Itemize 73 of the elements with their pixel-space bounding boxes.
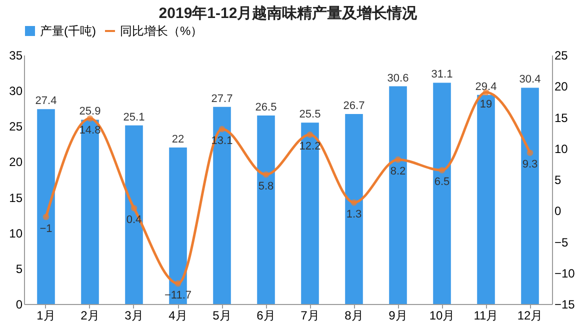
data-label: 6.5 — [434, 176, 450, 188]
y2-tick-label: −5 — [554, 235, 569, 250]
x-tick-label: 9月 — [388, 308, 408, 322]
point — [130, 204, 138, 212]
x-tick-label: 10月 — [429, 308, 455, 322]
y-tick-label: 30 — [9, 84, 23, 98]
data-label: 25.5 — [299, 108, 321, 121]
bar — [257, 115, 275, 304]
data-label: 5.8 — [258, 180, 274, 193]
point — [218, 126, 226, 132]
bar — [345, 114, 363, 304]
data-label: 27.7 — [211, 92, 233, 105]
data-label: 30.6 — [387, 72, 409, 84]
y2-tick-label: −15 — [554, 298, 576, 312]
data-label: 22 — [172, 133, 184, 146]
x-tick-label: 2月 — [80, 308, 100, 322]
y-tick-label: 25 — [9, 120, 23, 134]
legend-label: 同比增长（%） — [120, 24, 203, 38]
bar — [477, 94, 495, 304]
y2-tick-label: 5 — [554, 173, 562, 187]
x-tick-label: 8月 — [344, 308, 364, 322]
x-tick-label: 7月 — [300, 308, 320, 322]
point — [262, 171, 270, 178]
data-label: 26.7 — [343, 100, 365, 112]
x-tick-label: 11月 — [474, 308, 498, 322]
point — [86, 115, 94, 122]
bar — [37, 109, 55, 304]
y2-tick-label: 10 — [554, 142, 568, 156]
bar — [433, 82, 451, 304]
y2-tick-label: 20 — [554, 80, 568, 94]
data-label: 9.3 — [522, 158, 538, 171]
chart-title: 2019年1-12月越南味精产量及增长情况 — [158, 5, 418, 22]
y2-tick-label: 0 — [554, 204, 562, 218]
data-label: 25.1 — [123, 111, 145, 124]
bar — [213, 106, 231, 304]
data-label: 27.4 — [35, 95, 57, 108]
data-label: 29.4 — [475, 80, 497, 93]
legend-label: 产量(千吨) — [40, 24, 96, 38]
data-label: 19 — [480, 98, 492, 110]
x-tick-label: 12月 — [517, 308, 543, 322]
data-label: 1.3 — [346, 208, 362, 221]
point — [42, 214, 50, 220]
point — [526, 150, 534, 156]
x-tick-label: 5月 — [212, 308, 232, 322]
y-tick-label: 15 — [9, 190, 23, 205]
point — [438, 167, 446, 174]
x-tick-label: 4月 — [168, 308, 188, 322]
data-label: −1 — [40, 222, 52, 235]
data-label: 26.5 — [255, 101, 277, 114]
y-tick-label: 20 — [9, 155, 23, 170]
y-tick-label: 10 — [9, 226, 23, 240]
point — [350, 199, 358, 206]
y2-tick-label: 15 — [554, 110, 568, 125]
x-tick-label: 3月 — [124, 308, 144, 322]
x-tick-label: 1月 — [36, 308, 56, 322]
point — [394, 156, 402, 163]
y-tick-label: 0 — [16, 298, 23, 312]
data-label: 25.9 — [79, 106, 101, 118]
y-tick-label: 35 — [9, 48, 23, 62]
data-label: 30.4 — [519, 74, 541, 86]
bar — [81, 120, 99, 304]
data-label: 8.2 — [390, 166, 406, 178]
bar — [521, 88, 539, 304]
y2-tick-label: 25 — [554, 48, 568, 62]
bar — [389, 86, 407, 304]
y-tick-label: 5 — [16, 262, 23, 276]
point — [174, 280, 182, 287]
point — [306, 132, 314, 138]
data-label: 31.1 — [431, 68, 453, 81]
y2-tick-label: −10 — [554, 266, 576, 280]
x-tick-label: 6月 — [256, 308, 276, 322]
bar — [301, 122, 319, 304]
bar — [125, 125, 143, 304]
